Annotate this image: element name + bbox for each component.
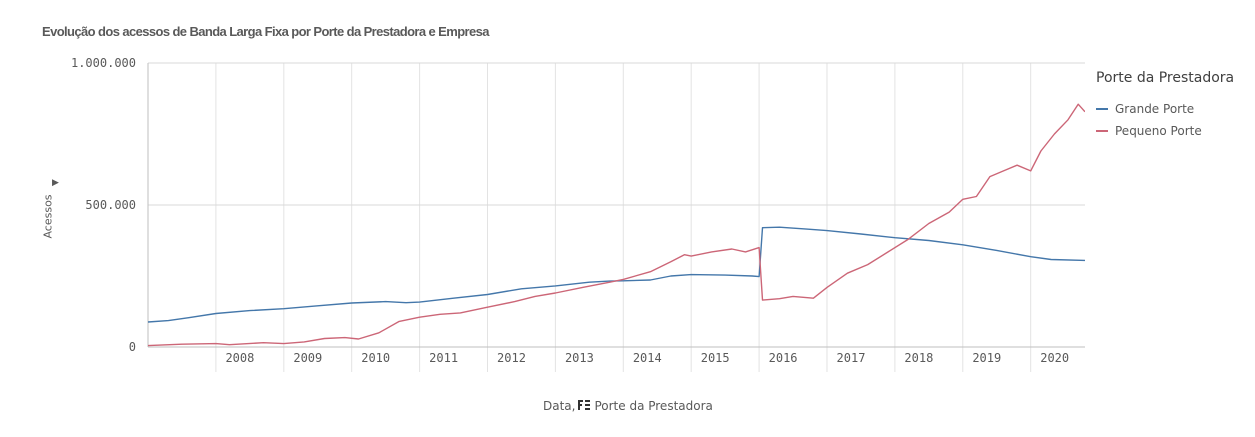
x-tick-label: 2019	[972, 351, 1001, 365]
x-tick-label: 2016	[769, 351, 798, 365]
y-tick-label: 0	[129, 340, 136, 354]
y-axis-label: Acessos	[41, 194, 55, 239]
x-tick-label: 2020	[1040, 351, 1069, 365]
x-tick-label: 2012	[497, 351, 526, 365]
x-tick-label: 2017	[837, 351, 866, 365]
legend-item-pequeno-porte[interactable]: Pequeno Porte	[1096, 120, 1234, 142]
legend-swatch-grande-porte	[1096, 108, 1108, 110]
x-axis-title[interactable]: Data, Porte da Prestadora	[543, 399, 713, 413]
x-tick-label: 2014	[633, 351, 662, 365]
x-tick-label: 2015	[701, 351, 730, 365]
line-chart[interactable]: 2008 2009 2010 2011 2012 2013 2014 2015 2016 2017…	[0, 0, 1085, 380]
series-line-pequeno-porte	[147, 103, 1085, 347]
series-line-grande-porte	[147, 226, 1085, 323]
y-tick-label: 500.000	[85, 198, 136, 212]
x-axis-dimension: Porte da Prestadora	[594, 399, 713, 413]
x-tick-label: 2013	[565, 351, 594, 365]
x-tick-label: 2010	[361, 351, 390, 365]
legend-label-grande-porte: Grande Porte	[1115, 102, 1195, 116]
caret-right-icon[interactable]: ▶	[52, 178, 59, 188]
x-tick-label: 2011	[429, 351, 458, 365]
y-axis-title[interactable]: ▶ Acessos	[40, 178, 70, 250]
legend: Porte da Prestadora Grande Porte Pequeno…	[1096, 70, 1234, 142]
x-tick-label: 2008	[225, 351, 254, 365]
legend-title: Porte da Prestadora	[1096, 70, 1235, 86]
chart-title: Evolução dos acessos de Banda Larga Fixa…	[42, 24, 490, 39]
x-tick-label: 2018	[904, 351, 933, 365]
legend-label-pequeno-porte: Pequeno Porte	[1115, 124, 1202, 138]
legend-swatch-pequeno-porte	[1096, 130, 1108, 132]
hierarchy-icon	[578, 399, 591, 413]
x-axis-label: Data,	[543, 399, 576, 413]
y-tick-label: 1.000.000	[71, 56, 136, 70]
legend-item-grande-porte[interactable]: Grande Porte	[1096, 98, 1234, 120]
x-tick-label: 2009	[293, 351, 322, 365]
